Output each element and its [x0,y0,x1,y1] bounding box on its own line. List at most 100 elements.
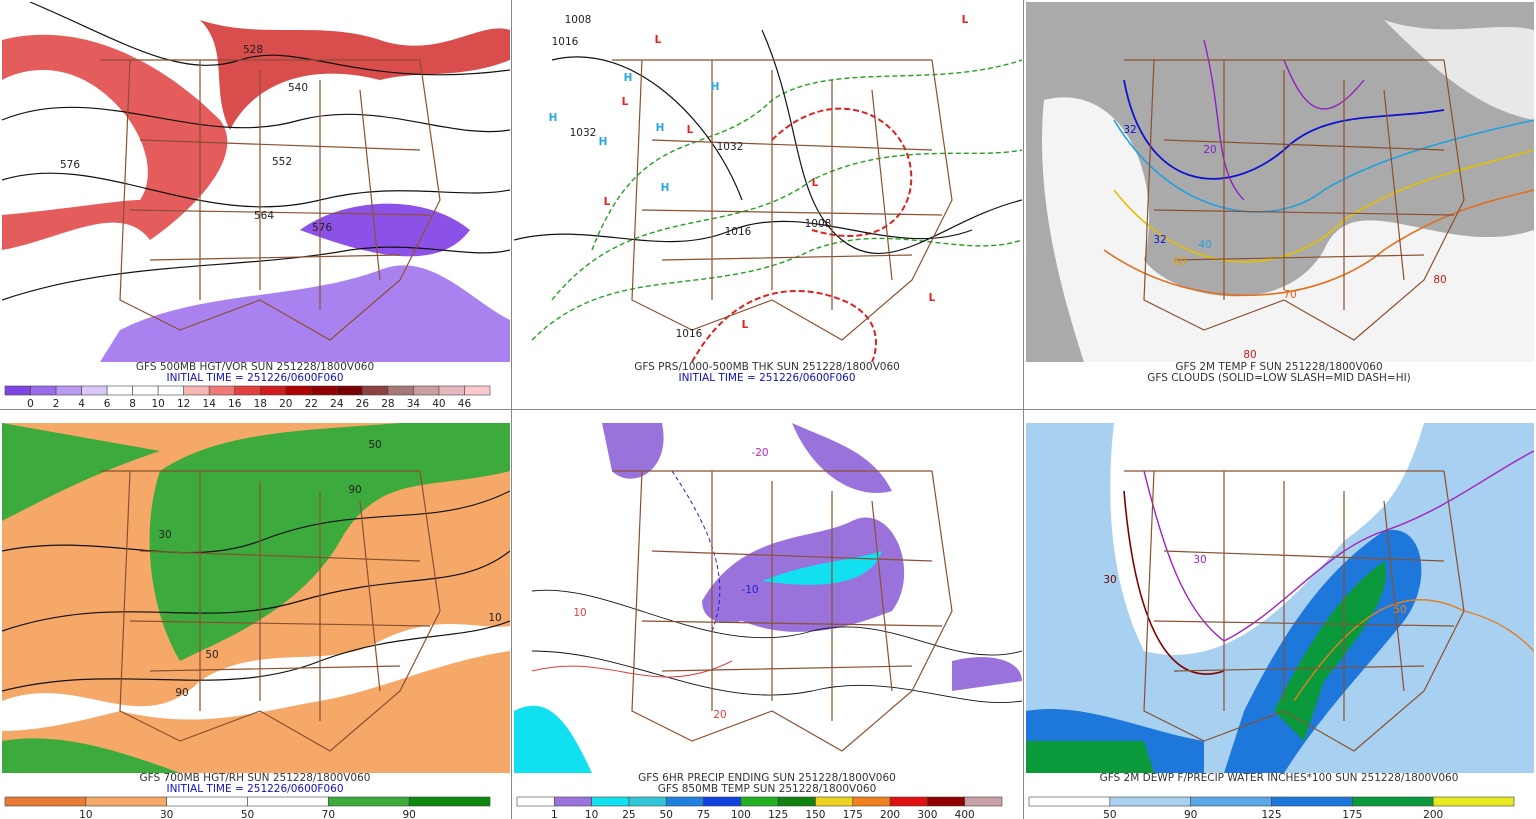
colorbar-swatch [328,796,410,807]
map-label: L [812,177,819,189]
colorbar-label: 26 [356,398,370,410]
colorbar-label: 50 [241,809,254,819]
colorbar-label: 30 [160,809,173,819]
map-label: H [656,122,665,134]
map-label: 10 [488,612,501,624]
colorbar-label: 2 [53,398,60,410]
map-label: -10 [741,584,758,596]
colorbar-label: 22 [305,398,318,410]
colorbar-label: 75 [697,809,710,819]
colorbar-swatch [4,796,87,807]
map-label: 80 [1433,274,1446,286]
colorbar-label: 10 [151,398,164,410]
colorbar-swatch [208,385,236,396]
colorbar-swatch [234,385,261,396]
map-label: 20 [713,709,726,721]
map-label: 20 [1203,144,1216,156]
map-label: 32 [1123,124,1136,136]
colorbar-label: 200 [880,809,900,819]
map-label: 1016 [552,36,579,48]
colorbar-swatch [183,385,210,396]
map-label: 1016 [676,328,703,340]
colorbar-swatch [591,796,630,807]
colorbar-swatch [413,385,440,396]
map-label: 30 [1193,554,1206,566]
map-label: 60 [1173,256,1186,268]
colorbar-label: 24 [330,398,344,410]
caption: GFS CLOUDS (SOLID=LOW SLASH=MID DASH=HI) [1147,372,1411,384]
colorbar-label: 4 [78,398,85,410]
map-label: H [624,72,633,84]
colorbar-label: 90 [402,809,415,819]
map-label: 1008 [565,14,592,26]
colorbar-label: 50 [660,809,673,819]
map-label: L [604,196,611,208]
map-label: H [599,136,608,148]
colorbar-swatch [464,385,491,396]
map-label: L [622,96,629,108]
caption: GFS 500MB HGT/VOR SUN 251228/1800V060 [136,361,374,373]
colorbar-swatch [1352,796,1434,807]
map-label: L [742,319,749,331]
colorbar-label: 6 [104,398,111,410]
map-label: 50 [1393,604,1406,616]
caption: GFS 700MB HGT/RH SUN 251228/1800V060 [140,772,371,784]
colorbar-swatch [362,385,389,396]
map-label: 30 [158,529,171,541]
colorbar-label: 125 [1261,809,1281,819]
colorbar-label: 16 [228,398,242,410]
map-label: 576 [60,159,80,171]
colorbar-swatch [703,796,742,807]
colorbar-label: 10 [585,809,598,819]
map-label: 10 [573,607,586,619]
map-label: 30 [1103,574,1116,586]
map-label: L [655,34,662,46]
colorbar-swatch [166,796,248,807]
colorbar-label: 20 [279,398,292,410]
colorbar-swatch [1190,796,1272,807]
colorbar-label: 1 [551,809,558,819]
caption: INITIAL TIME = 251226/0600F060 [166,372,343,384]
caption: GFS 850MB TEMP SUN 251228/1800V060 [658,783,877,795]
map [514,423,1022,773]
colorbar-swatch [55,385,82,396]
colorbar-swatch [665,796,704,807]
map-label: 1032 [717,141,744,153]
colorbar-label: 50 [1103,809,1116,819]
colorbar-swatch [4,385,31,396]
colorbar-swatch [852,796,891,807]
map-label: H [549,112,558,124]
colorbar-label: 12 [177,398,190,410]
colorbar-label: 25 [622,809,635,819]
map-label: 80 [1243,349,1256,361]
colorbar-swatch [1432,796,1515,807]
colorbar-swatch [927,796,965,807]
map-label: L [929,292,936,304]
colorbar-label: 125 [768,809,788,819]
colorbar-swatch [1271,796,1353,807]
colorbar-label: 34 [407,398,421,410]
colorbar-label: 200 [1423,809,1443,819]
map-label: 1016 [725,226,752,238]
colorbar-label: 10 [79,809,92,819]
map-label: 564 [254,210,274,222]
colorbar-swatch [408,796,491,807]
map-label: 576 [312,222,332,234]
colorbar-label: 18 [254,398,267,410]
map [514,2,1022,362]
colorbar-label: 14 [203,398,217,410]
caption: GFS 6HR PRECIP ENDING SUN 251228/1800V06… [638,772,896,784]
map-label: 540 [288,82,308,94]
map-label: L [687,124,694,136]
colorbar-swatch [777,796,816,807]
colorbar-swatch [259,385,287,396]
colorbar-swatch [30,385,57,396]
map-label: H [711,81,720,93]
colorbar-label: 150 [805,809,825,819]
map [2,423,510,773]
colorbar-label: 70 [322,809,335,819]
colorbar-swatch [247,796,329,807]
colorbar-swatch [157,385,184,396]
colorbar-label: 90 [1184,809,1197,819]
